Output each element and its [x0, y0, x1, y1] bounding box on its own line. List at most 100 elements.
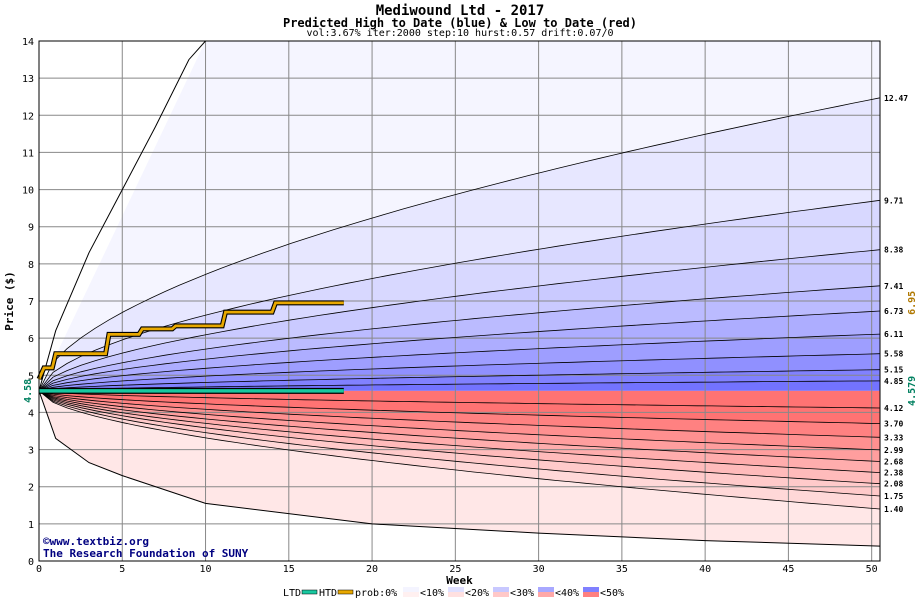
low-quantile-label: 1.75	[884, 492, 903, 501]
y-tick-label: 2	[28, 483, 34, 494]
legend-swatch-low	[448, 592, 464, 597]
legend-ltd-label: LTD	[283, 588, 301, 599]
extreme-high-line	[39, 41, 206, 392]
low-quantile-line-8	[38, 390, 881, 510]
low-quantile-line-6	[38, 390, 881, 485]
high-quantile-line-8	[39, 380, 880, 392]
legend-swatch-low	[403, 592, 419, 597]
high-quantile-line-3	[39, 285, 880, 392]
high-quantile-label: 7.41	[884, 282, 903, 291]
y-tick-label: 7	[28, 297, 34, 308]
low-quantile-line-4	[38, 390, 881, 462]
legend-bin-label: <30%	[510, 588, 534, 599]
low-quantile-label: 3.70	[884, 420, 903, 429]
high-quantile-label: 6.11	[884, 330, 903, 339]
start-price-label: 4.58	[23, 379, 34, 403]
low-band-4	[39, 390, 880, 473]
legend-swatch-high	[448, 587, 464, 592]
low-quantile-line-3	[38, 390, 881, 451]
high-band-1	[39, 97, 880, 391]
legend-swatch-low	[538, 592, 554, 597]
below-extreme-fill	[39, 390, 880, 561]
y-axis-label: Price ($)	[3, 271, 16, 331]
y-tick-label: 4	[28, 408, 34, 419]
low-band-3	[39, 390, 880, 462]
chart-title: Mediwound Ltd - 2017	[375, 3, 545, 19]
legend-bin-label: <10%	[420, 588, 444, 599]
high-band-5	[39, 311, 880, 391]
low-quantile-label: 3.33	[884, 433, 903, 442]
low-quantile-label: 2.38	[884, 469, 903, 478]
high-quantile-label: 5.15	[884, 366, 903, 375]
y-tick-label: 5	[28, 371, 34, 382]
legend-bin-label: <40%	[555, 588, 579, 599]
high-quantile-line-2	[39, 249, 880, 392]
watermark-org: The Research Foundation of SUNY	[43, 547, 249, 560]
x-tick-label: 15	[283, 564, 295, 575]
x-tick-label: 30	[533, 564, 545, 575]
ltd-current-label: 4.579	[907, 376, 918, 406]
y-tick-label: 6	[28, 334, 34, 345]
x-tick-label: 20	[366, 564, 378, 575]
high-quantile-line-0	[39, 97, 880, 392]
y-tick-label: 13	[22, 74, 34, 85]
high-quantile-label: 8.38	[884, 246, 903, 255]
low-quantile-line-1	[38, 390, 881, 424]
high-band-4	[39, 285, 880, 391]
low-band-7	[39, 390, 880, 509]
high-quantile-line-5	[39, 333, 880, 392]
x-tick-label: 40	[699, 564, 711, 575]
high-band-6	[39, 334, 880, 391]
legend-swatch-high	[493, 587, 509, 592]
low-quantile-label: 2.68	[884, 457, 903, 466]
x-tick-label: 50	[866, 564, 878, 575]
legend-htd-swatch	[337, 589, 354, 595]
legend-bin-label: <50%	[600, 588, 624, 599]
legend-htd-label: HTD	[319, 588, 337, 599]
low-band-2	[39, 390, 880, 450]
x-tick-label: 35	[616, 564, 628, 575]
extreme-low-line	[38, 390, 881, 547]
x-tick-label: 5	[119, 564, 125, 575]
legend-swatch-low	[583, 592, 599, 597]
low-band-1	[39, 390, 880, 438]
x-tick-label: 10	[200, 564, 212, 575]
high-quantile-label: 9.71	[884, 196, 903, 205]
low-quantile-line-7	[38, 390, 881, 497]
chart-params: vol:3.67% iter:2000 step:10 hurst:0.57 d…	[306, 28, 614, 39]
legend-swatch-high	[583, 587, 599, 592]
low-quantile-line-5	[38, 390, 881, 473]
x-tick-label: 0	[36, 564, 42, 575]
low-quantile-line-0	[38, 390, 881, 409]
high-quantile-label: 12.47	[884, 94, 908, 103]
low-band-center	[39, 390, 880, 408]
high-band-3	[39, 249, 880, 391]
htd-series-line	[37, 301, 344, 380]
legend-swatch-low	[493, 592, 509, 597]
low-quantile-label: 2.99	[884, 446, 903, 455]
plot-frame	[38, 40, 881, 562]
y-tick-label: 0	[28, 557, 34, 568]
x-axis-label: Week	[446, 574, 473, 587]
high-quantile-line-4	[39, 310, 880, 392]
low-band-0	[39, 390, 880, 424]
high-quantile-line-1	[39, 199, 880, 392]
watermark-url: ©www.textbiz.org	[43, 535, 149, 548]
y-tick-label: 12	[22, 111, 34, 122]
y-tick-label: 11	[22, 148, 34, 159]
y-tick-label: 14	[22, 37, 34, 48]
x-tick-label: 45	[782, 564, 794, 575]
high-quantile-label: 4.85	[884, 377, 903, 386]
low-band-8	[39, 390, 880, 547]
legend-prob-label: prob:0%	[355, 588, 397, 599]
high-band-0	[39, 41, 880, 391]
high-quantile-line-7	[39, 369, 880, 392]
chart-subtitle: Predicted High to Date (blue) & Low to D…	[282, 16, 637, 30]
high-band-7	[39, 353, 880, 391]
y-tick-label: 10	[22, 186, 34, 197]
low-quantile-label: 4.12	[884, 404, 903, 413]
high-quantile-line-6	[39, 353, 880, 392]
high-quantile-label: 5.58	[884, 350, 903, 359]
y-tick-label: 3	[28, 446, 34, 457]
